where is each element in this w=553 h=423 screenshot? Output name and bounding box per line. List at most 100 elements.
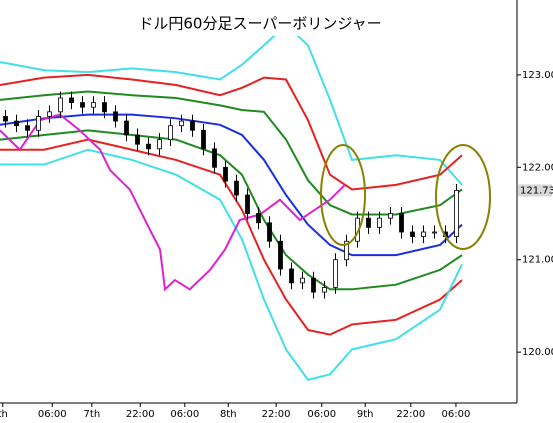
candle: [454, 183, 459, 244]
candle: [179, 114, 184, 133]
candle-body: [432, 231, 437, 234]
candle-body: [300, 277, 305, 284]
candle-body: [69, 97, 74, 103]
x-tick-label: 9th: [357, 409, 374, 420]
candle: [344, 234, 349, 267]
x-tick-label: 22:00: [126, 409, 155, 420]
candle-body: [333, 259, 338, 288]
candle: [135, 128, 140, 151]
candle-body: [25, 125, 30, 131]
candle: [399, 207, 404, 239]
candle: [256, 207, 261, 230]
title-box: [150, 10, 370, 36]
candle: [333, 253, 338, 294]
candle-body: [146, 143, 151, 150]
candle: [212, 142, 217, 174]
candle: [3, 109, 8, 128]
candle: [245, 188, 250, 220]
candle-body: [36, 116, 41, 131]
candle-body: [366, 217, 371, 228]
candle-body: [388, 213, 393, 219]
candle: [388, 207, 393, 225]
candle-body: [80, 102, 85, 108]
x-tick-label: 06:00: [307, 409, 336, 420]
candle-body: [245, 194, 250, 214]
candle: [36, 109, 41, 137]
candle-body: [322, 287, 327, 293]
band-line: [0, 73, 463, 191]
highlight-ellipse: [320, 144, 366, 246]
last-price-label: 121.73: [520, 185, 553, 196]
candle-body: [124, 120, 129, 136]
candle-body: [377, 217, 382, 228]
candle: [157, 133, 162, 156]
candle-body: [256, 213, 261, 224]
candle: [421, 225, 426, 244]
x-tick-label: 22:00: [396, 409, 425, 420]
x-tick-label: 06:00: [38, 409, 67, 420]
candle-body: [58, 97, 63, 113]
candle: [300, 271, 305, 290]
candle-body: [135, 134, 140, 145]
band-line: [0, 23, 463, 186]
candle-body: [234, 180, 239, 196]
y-tick-label: 120.00: [522, 347, 553, 358]
candle-body: [454, 190, 459, 238]
candle: [377, 211, 382, 234]
candle-body: [14, 120, 19, 127]
candle-body: [410, 231, 415, 238]
candle-body: [179, 120, 184, 127]
candle: [278, 234, 283, 276]
candle: [410, 225, 415, 244]
candle-body: [212, 148, 217, 168]
candle-body: [278, 240, 283, 270]
candle-body: [91, 102, 96, 108]
candle: [58, 91, 63, 119]
candle-body: [223, 166, 228, 182]
last-price-box: [518, 184, 552, 197]
candle: [47, 105, 52, 123]
x-tick-label: 7th: [84, 409, 101, 420]
candle: [190, 114, 195, 137]
candle-body: [311, 277, 316, 293]
x-tick-label: 06:00: [170, 409, 199, 420]
candle-body: [289, 268, 294, 284]
candle-body: [47, 111, 52, 117]
candle: [432, 225, 437, 239]
x-tick-label: 06:00: [442, 409, 471, 420]
band-line: [0, 138, 463, 336]
candle: [366, 211, 371, 234]
candle: [146, 137, 151, 156]
candle: [14, 114, 19, 133]
y-tick-label: 122.00: [522, 162, 553, 173]
band-line: [0, 90, 463, 216]
x-tick-label: th: [0, 409, 8, 420]
candle: [289, 262, 294, 290]
x-tick-label: 22:00: [262, 409, 291, 420]
band-line: [0, 129, 463, 291]
candle: [267, 216, 272, 248]
candle: [69, 91, 74, 110]
candle: [124, 114, 129, 142]
candle: [113, 105, 118, 128]
candle: [223, 160, 228, 188]
candle-body: [102, 102, 107, 113]
candle: [234, 174, 239, 202]
candle-body: [399, 213, 404, 233]
chart-title: ドル円60分足スーパーボリンジャー: [138, 15, 381, 33]
candle: [102, 96, 107, 119]
candle: [168, 119, 173, 147]
candle-body: [201, 129, 206, 150]
plot-area: [0, 23, 463, 382]
band-line: [0, 113, 463, 257]
candle: [201, 123, 206, 156]
candle-body: [157, 139, 162, 150]
y-tick-label: 121.00: [522, 255, 553, 266]
candle-body: [421, 231, 426, 238]
candle: [80, 96, 85, 114]
band-line: [0, 113, 346, 292]
candle-body: [344, 240, 349, 261]
candle: [322, 280, 327, 299]
highlight-ellipse: [435, 144, 491, 250]
